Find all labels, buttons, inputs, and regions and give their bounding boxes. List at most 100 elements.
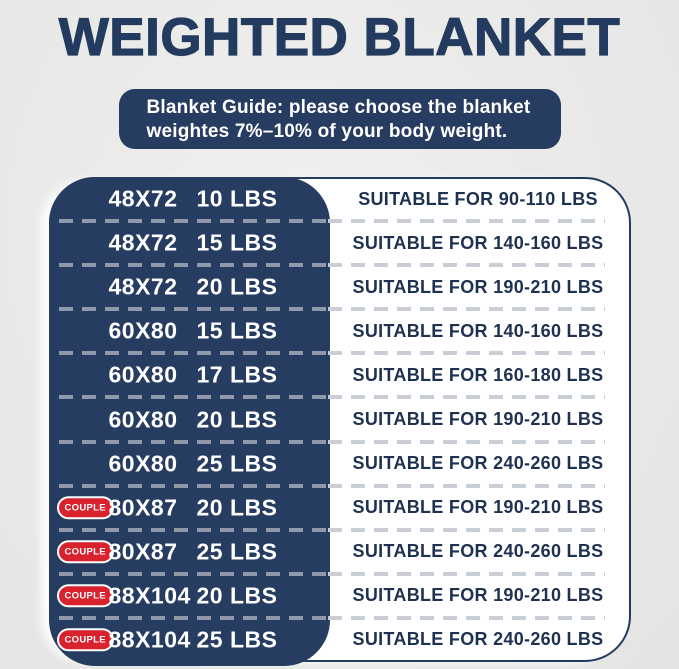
size-cell: 60X80 25 LBS [51,444,328,484]
size-cell: 60X80 17 LBS [51,355,328,395]
size-cell: COUPLE 88X104 20 LBS [51,576,328,616]
size-label: 88X104 [108,626,191,653]
suitable-cell: SUITABLE FOR 240-260 LBS [328,620,629,660]
size-label: 60X80 [108,450,178,477]
table-row: 48X72 10 LBS SUITABLE FOR 90-110 LBS [51,179,629,219]
dash-line-navy [58,439,328,444]
weight-label: 20 LBS [196,406,278,433]
weight-label: 10 LBS [196,185,278,212]
dash-line-white [327,219,605,224]
dash-line-navy [58,263,328,268]
suitable-label: SUITABLE FOR 240-260 LBS [352,541,604,562]
weight-label: 15 LBS [196,317,278,344]
size-cell: 60X80 20 LBS [51,399,328,439]
size-cell: COUPLE 88X104 25 LBS [51,620,328,660]
size-guide-table: 48X72 10 LBS SUITABLE FOR 90-110 LBS 48X… [48,177,631,666]
size-cell: 48X72 20 LBS [51,267,328,307]
weight-label: 17 LBS [196,361,278,388]
dash-line-white [327,483,605,488]
weight-label: 25 LBS [196,626,278,653]
table-row: 60X80 20 LBS SUITABLE FOR 190-210 LBS [51,399,629,439]
suitable-cell: SUITABLE FOR 160-180 LBS [328,355,629,395]
dash-line-navy [58,615,328,620]
row-separator [51,483,629,488]
couple-badge: COUPLE [56,540,114,564]
suitable-cell: SUITABLE FOR 240-260 LBS [328,444,629,484]
weight-label: 25 LBS [196,450,278,477]
suitable-label: SUITABLE FOR 240-260 LBS [352,453,604,474]
dash-line-navy [58,307,328,312]
table-row: 60X80 25 LBS SUITABLE FOR 240-260 LBS [51,444,629,484]
suitable-cell: SUITABLE FOR 190-210 LBS [328,267,629,307]
table-row: 48X72 15 LBS SUITABLE FOR 140-160 LBS [51,223,629,263]
table-row: COUPLE 88X104 20 LBS SUITABLE FOR 190-21… [51,576,629,616]
couple-badge: COUPLE [56,628,114,652]
suitable-label: SUITABLE FOR 190-210 LBS [352,497,604,518]
size-label: 88X104 [108,582,191,609]
row-separator [51,439,629,444]
dash-line-navy [58,219,328,224]
dash-line-white [327,263,605,268]
suitable-cell: SUITABLE FOR 90-110 LBS [328,179,629,219]
dash-line-white [327,527,605,532]
banner-line-1: Blanket Guide: please choose the blanket [146,97,531,118]
suitable-label: SUITABLE FOR 240-260 LBS [352,629,604,650]
size-label: 80X87 [108,538,178,565]
weight-label: 25 LBS [196,538,278,565]
table-row: COUPLE 88X104 25 LBS SUITABLE FOR 240-26… [51,620,629,660]
banner-line-2: weightes 7%–10% of your body weight. [146,121,508,142]
suitable-cell: SUITABLE FOR 140-160 LBS [328,223,629,263]
couple-badge: COUPLE [56,584,114,608]
dash-line-white [327,439,605,444]
row-separator [51,219,629,224]
size-label: 48X72 [108,185,178,212]
suitable-cell: SUITABLE FOR 190-210 LBS [328,488,629,528]
dash-line-white [327,571,605,576]
suitable-label: SUITABLE FOR 190-210 LBS [352,276,604,297]
table-row: 60X80 15 LBS SUITABLE FOR 140-160 LBS [51,311,629,351]
table-row: 48X72 20 LBS SUITABLE FOR 190-210 LBS [51,267,629,307]
dash-line-navy [58,483,328,488]
row-separator [51,351,629,356]
size-cell: COUPLE 80X87 20 LBS [51,488,328,528]
dash-line-navy [58,351,328,356]
dash-line-white [327,615,605,620]
row-separator [51,527,629,532]
dash-line-navy [58,571,328,576]
blanket-guide-banner: Blanket Guide: please choose the blanket… [118,89,561,149]
weight-label: 15 LBS [196,229,278,256]
couple-badge: COUPLE [56,495,114,520]
suitable-label: SUITABLE FOR 160-180 LBS [352,364,604,385]
row-separator [51,571,629,576]
size-label: 60X80 [108,317,178,344]
suitable-label: SUITABLE FOR 90-110 LBS [358,188,598,209]
row-separator [51,615,629,620]
table-rows: 48X72 10 LBS SUITABLE FOR 90-110 LBS 48X… [51,179,629,660]
suitable-label: SUITABLE FOR 140-160 LBS [352,232,604,253]
weight-label: 20 LBS [196,273,278,300]
page-title: WEIGHTED BLANKET [58,8,621,67]
size-cell: 48X72 15 LBS [51,223,328,263]
size-label: 48X72 [108,229,178,256]
suitable-label: SUITABLE FOR 140-160 LBS [352,320,604,341]
dash-line-white [327,307,605,312]
row-separator [51,263,629,268]
dash-line-navy [58,527,328,532]
row-separator [51,395,629,400]
dash-line-white [327,351,605,356]
suitable-label: SUITABLE FOR 190-210 LBS [352,409,604,430]
suitable-cell: SUITABLE FOR 190-210 LBS [328,576,629,616]
row-separator [51,307,629,312]
dash-line-navy [58,395,328,400]
weight-label: 20 LBS [196,494,278,521]
size-label: 60X80 [108,406,178,433]
suitable-cell: SUITABLE FOR 240-260 LBS [328,532,629,572]
size-label: 48X72 [108,273,178,300]
size-label: 60X80 [108,361,178,388]
table-row: COUPLE 80X87 20 LBS SUITABLE FOR 190-210… [51,488,629,528]
size-cell: 60X80 15 LBS [51,311,328,351]
size-cell: 48X72 10 LBS [51,179,328,219]
size-label: 80X87 [108,494,178,521]
suitable-cell: SUITABLE FOR 190-210 LBS [328,399,629,439]
